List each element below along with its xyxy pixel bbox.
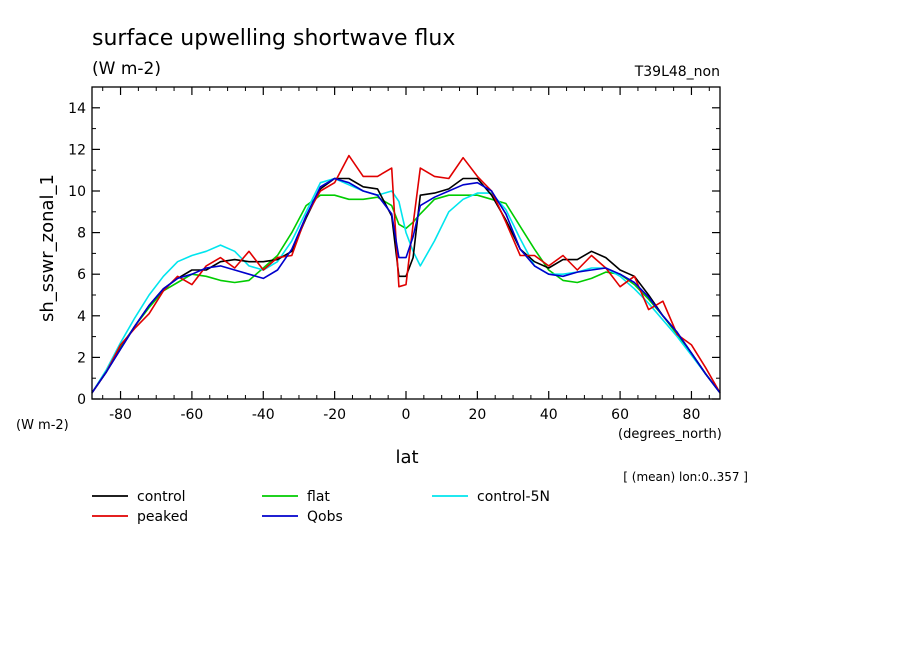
legend-label-peaked: peaked bbox=[137, 509, 188, 525]
x-tick-label: 60 bbox=[611, 407, 629, 423]
x-tick-label: 0 bbox=[402, 407, 411, 423]
series-line-control bbox=[91, 177, 721, 394]
axis-note: [ (mean) lon:0..357 ] bbox=[623, 470, 748, 484]
x-tick-label: -80 bbox=[109, 407, 132, 423]
y-tick-label: 0 bbox=[77, 392, 86, 408]
y-tick-label: 8 bbox=[77, 226, 86, 242]
x-tick-label: -60 bbox=[180, 407, 203, 423]
legend-label-control-5n: control-5N bbox=[477, 489, 550, 505]
series-line-control-5n bbox=[91, 177, 721, 394]
chart-units: (W m-2) bbox=[92, 59, 161, 79]
plot-area: -80 -60 -40 -20 0 20 40 60 80 0 2 4 6 8 10 12 14 bbox=[68, 86, 721, 423]
chart-title: surface upwelling shortwave flux bbox=[92, 26, 455, 51]
series-line-flat bbox=[91, 194, 721, 394]
y-tick-label: 10 bbox=[68, 184, 86, 200]
x-tick-label: 20 bbox=[468, 407, 486, 423]
legend-label-flat: flat bbox=[307, 489, 330, 505]
y-axis-units: (W m-2) bbox=[16, 418, 69, 433]
y-tick-label: 6 bbox=[77, 267, 86, 283]
x-axis-label: lat bbox=[395, 447, 418, 468]
x-tick-label: 40 bbox=[540, 407, 558, 423]
legend-label-control: control bbox=[137, 489, 186, 505]
plot-frame bbox=[91, 86, 721, 400]
axis-ticks: -80 -60 -40 -20 0 20 40 60 80 0 2 4 6 8 10 12 14 bbox=[68, 87, 720, 423]
series-line-peaked bbox=[91, 154, 721, 394]
series-layer bbox=[91, 154, 721, 394]
x-tick-label: -20 bbox=[323, 407, 346, 423]
run-id-label: T39L48_non bbox=[634, 64, 720, 80]
y-tick-label: 2 bbox=[77, 350, 86, 366]
legend: control peaked flat Qobs control-5N bbox=[92, 489, 550, 525]
legend-label-qobs: Qobs bbox=[307, 509, 343, 525]
x-axis-units: (degrees_north) bbox=[618, 427, 722, 442]
y-tick-label: 4 bbox=[77, 309, 86, 325]
y-tick-label: 14 bbox=[68, 101, 86, 117]
y-axis-label: sh_sswr_zonal_1 bbox=[37, 174, 58, 322]
series-line-qobs bbox=[91, 177, 721, 394]
y-tick-label: 12 bbox=[68, 142, 86, 158]
x-tick-label: -40 bbox=[252, 407, 275, 423]
x-tick-label: 80 bbox=[683, 407, 701, 423]
